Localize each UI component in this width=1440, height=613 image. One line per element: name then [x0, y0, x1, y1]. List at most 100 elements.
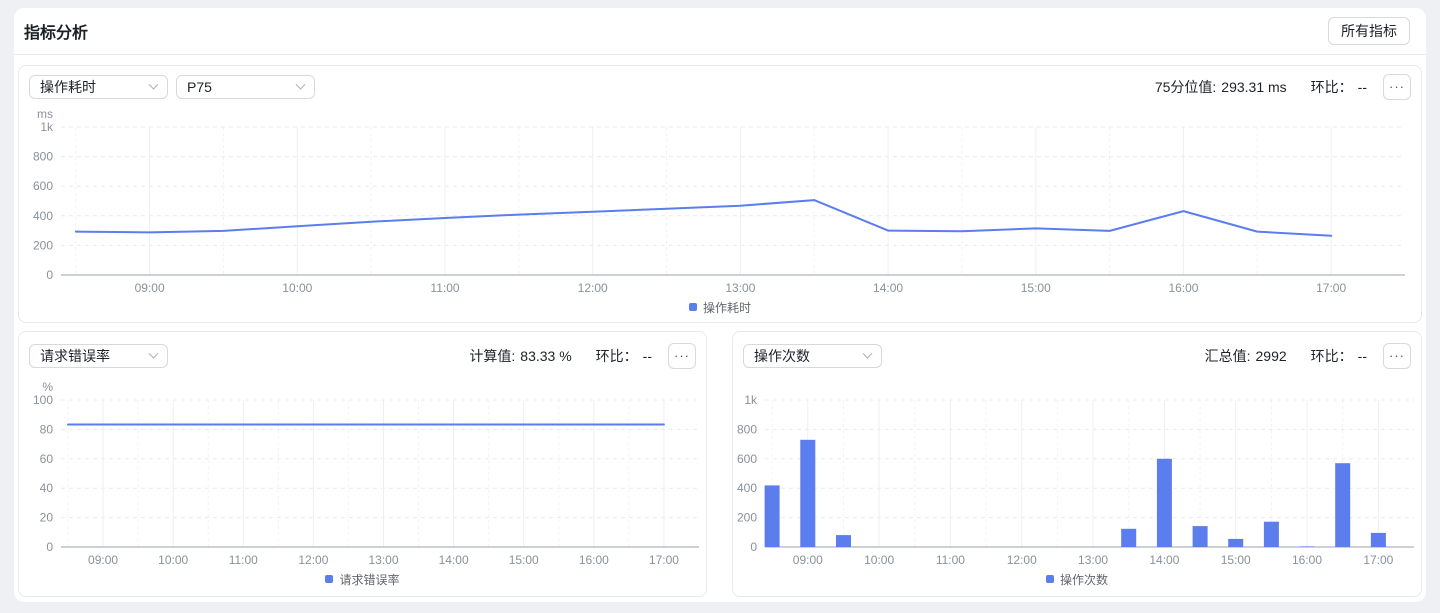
duration-chart-legend[interactable]: 操作耗时: [19, 298, 1421, 316]
metric-select-error-rate[interactable]: 请求错误率: [29, 344, 168, 368]
metric-select-duration[interactable]: 操作耗时: [29, 75, 168, 99]
legend-label: 操作次数: [1059, 572, 1108, 587]
svg-text:16:00: 16:00: [1168, 281, 1198, 295]
svg-text:13:00: 13:00: [368, 553, 398, 567]
error-rate-card-stats: 计算值: 83.33 % 环比： -- ···: [445, 343, 696, 369]
legend-swatch-icon: [1045, 575, 1054, 583]
legend-label: 请求错误率: [339, 572, 400, 587]
metric-select-duration-value: 操作耗时: [40, 79, 96, 95]
operation-count-chart-card: 操作次数 汇总值: 2992 环比： -- ··· 0 200 400 600 800 1k 0…: [732, 331, 1422, 597]
svg-text:09:00: 09:00: [135, 281, 165, 295]
svg-text:12:00: 12:00: [298, 553, 328, 567]
error-rate-chart-card: 请求错误率 计算值: 83.33 % 环比： -- ··· 0 20 40 60 80 100…: [18, 331, 707, 597]
metric-select-operation-count[interactable]: 操作次数: [743, 344, 882, 368]
more-options-button[interactable]: ···: [668, 343, 696, 369]
svg-text:ms: ms: [37, 107, 53, 121]
chevron-down-icon: [148, 79, 159, 90]
svg-text:09:00: 09:00: [793, 553, 823, 567]
percentile-value-stat: 75分位值: 293.31 ms: [1154, 79, 1287, 95]
svg-text:200: 200: [737, 511, 757, 525]
page-title: 指标分析: [24, 25, 89, 42]
ellipsis-icon: ···: [1389, 79, 1405, 94]
svg-text:13:00: 13:00: [725, 281, 755, 295]
duration-card-stats: 75分位值: 293.31 ms 环比： -- ···: [1131, 74, 1411, 100]
operation-count-chart-legend[interactable]: 操作次数: [733, 570, 1421, 588]
svg-text:200: 200: [33, 238, 53, 252]
metrics-analysis-panel: 指标分析 所有指标 操作耗时 P75 75分位值: 293.31 ms: [14, 8, 1426, 602]
svg-text:600: 600: [33, 179, 53, 193]
metric-select-operation-count-value: 操作次数: [754, 348, 810, 364]
operation-count-bar-chart[interactable]: 0 200 400 600 800 1k 09:00 10:00 11:00 12:00 13:00…: [733, 374, 1421, 570]
svg-text:%: %: [42, 380, 53, 394]
metric-select-error-rate-value: 请求错误率: [40, 348, 110, 364]
percentile-select-value: P75: [187, 79, 212, 95]
svg-text:800: 800: [737, 422, 757, 436]
duration-chart-card: 操作耗时 P75 75分位值: 293.31 ms 环比： -- ··· 0 200 4…: [18, 65, 1422, 323]
all-metrics-button[interactable]: 所有指标: [1328, 17, 1410, 45]
more-options-button[interactable]: ···: [1383, 343, 1411, 369]
svg-text:11:00: 11:00: [229, 553, 258, 567]
ellipsis-icon: ···: [1389, 348, 1405, 363]
operation-count-selects: 操作次数: [743, 344, 882, 368]
legend-swatch-icon: [325, 575, 334, 583]
svg-text:1k: 1k: [40, 120, 54, 134]
svg-text:17:00: 17:00: [1316, 281, 1346, 295]
total-value-stat: 汇总值: 2992: [1204, 348, 1287, 364]
operation-count-card-stats: 汇总值: 2992 环比： -- ···: [1181, 343, 1411, 369]
svg-text:400: 400: [737, 481, 757, 495]
svg-text:20: 20: [40, 511, 54, 525]
svg-text:17:00: 17:00: [1363, 553, 1393, 567]
computed-value-stat: 计算值: 83.33 %: [469, 348, 572, 364]
svg-text:15:00: 15:00: [1221, 553, 1251, 567]
chain-ratio-stat: 环比： --: [1310, 79, 1367, 95]
svg-text:40: 40: [40, 481, 54, 495]
svg-text:12:00: 12:00: [1007, 553, 1037, 567]
chain-ratio-stat: 环比： --: [595, 348, 652, 364]
svg-text:10:00: 10:00: [158, 553, 188, 567]
svg-text:100: 100: [33, 393, 53, 407]
svg-text:10:00: 10:00: [864, 553, 894, 567]
bottom-charts-row: 请求错误率 计算值: 83.33 % 环比： -- ··· 0 20 40 60 80 100…: [18, 331, 1422, 597]
svg-text:14:00: 14:00: [439, 553, 469, 567]
svg-text:0: 0: [750, 540, 757, 554]
page-header: 指标分析 所有指标: [14, 8, 1426, 55]
error-rate-chart-legend[interactable]: 请求错误率: [19, 570, 706, 588]
ellipsis-icon: ···: [674, 348, 690, 363]
svg-text:800: 800: [33, 150, 53, 164]
svg-text:14:00: 14:00: [1149, 553, 1179, 567]
svg-text:15:00: 15:00: [1021, 281, 1051, 295]
chevron-down-icon: [148, 348, 159, 359]
error-rate-selects: 请求错误率: [29, 344, 168, 368]
svg-text:10:00: 10:00: [282, 281, 312, 295]
error-rate-card-header: 请求错误率 计算值: 83.33 % 环比： -- ···: [19, 332, 706, 374]
svg-text:12:00: 12:00: [578, 281, 608, 295]
chevron-down-icon: [862, 348, 873, 359]
svg-text:17:00: 17:00: [649, 553, 679, 567]
svg-text:600: 600: [737, 452, 757, 466]
svg-text:60: 60: [40, 452, 54, 466]
svg-text:14:00: 14:00: [873, 281, 903, 295]
error-rate-line-chart[interactable]: 0 20 40 60 80 100% 09:00 10:00 11:00 12:00 13:00 14…: [19, 374, 706, 570]
duration-card-header: 操作耗时 P75 75分位值: 293.31 ms 环比： -- ···: [19, 66, 1421, 106]
operation-count-card-header: 操作次数 汇总值: 2992 环比： -- ···: [733, 332, 1421, 374]
svg-text:09:00: 09:00: [88, 553, 118, 567]
svg-text:16:00: 16:00: [579, 553, 609, 567]
svg-text:0: 0: [46, 268, 53, 282]
svg-text:11:00: 11:00: [430, 281, 459, 295]
charts-area: 操作耗时 P75 75分位值: 293.31 ms 环比： -- ··· 0 200 4…: [14, 55, 1426, 597]
svg-text:0: 0: [46, 540, 53, 554]
duration-selects: 操作耗时 P75: [29, 75, 315, 99]
svg-text:400: 400: [33, 209, 53, 223]
percentile-select[interactable]: P75: [176, 75, 315, 99]
svg-text:80: 80: [40, 422, 54, 436]
svg-text:11:00: 11:00: [936, 553, 965, 567]
more-options-button[interactable]: ···: [1383, 74, 1411, 100]
svg-text:1k: 1k: [744, 393, 758, 407]
chevron-down-icon: [295, 79, 306, 90]
chain-ratio-stat: 环比： --: [1310, 348, 1367, 364]
svg-text:15:00: 15:00: [509, 553, 539, 567]
svg-text:16:00: 16:00: [1292, 553, 1322, 567]
legend-swatch-icon: [688, 303, 697, 311]
svg-text:13:00: 13:00: [1078, 553, 1108, 567]
